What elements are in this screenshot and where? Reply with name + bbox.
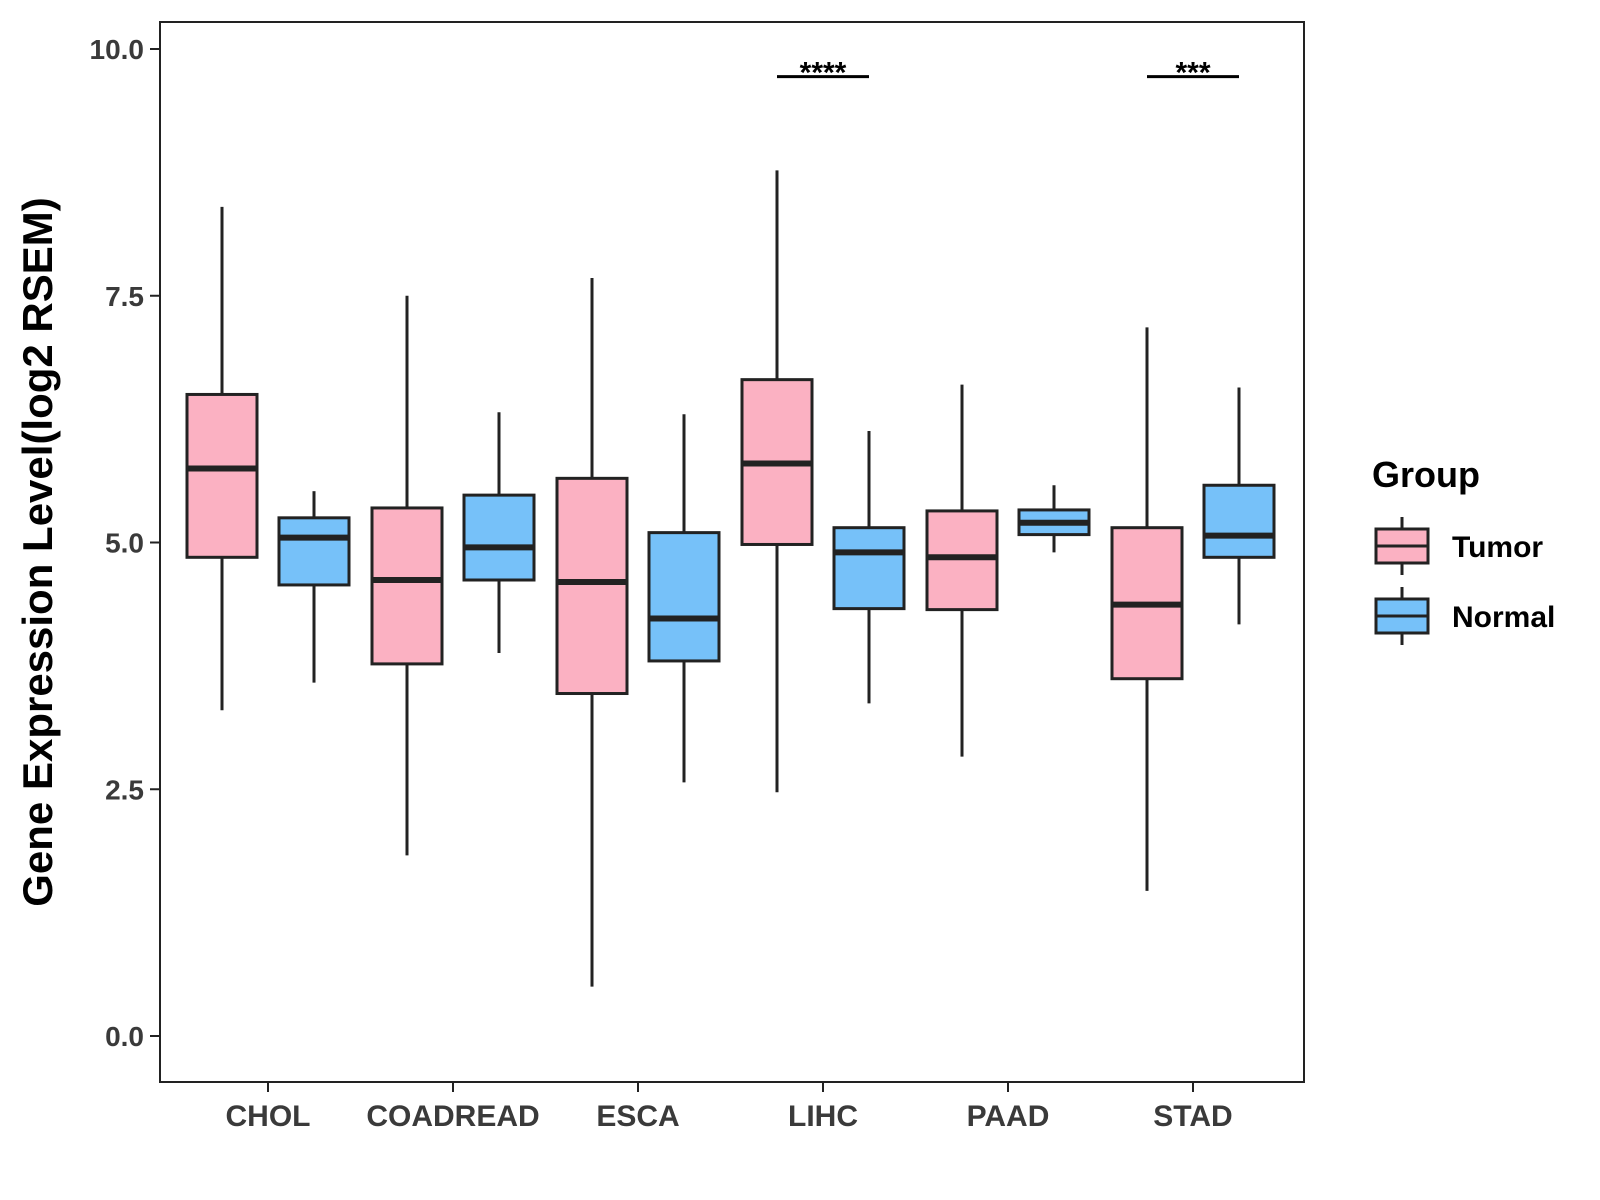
box-normal-esca <box>647 414 721 783</box>
significance-label: **** <box>800 57 847 90</box>
box-normal-chol <box>277 491 351 683</box>
significance-label: *** <box>1175 57 1210 90</box>
boxes-layer <box>185 170 1276 987</box>
box-tumor-stad <box>1110 327 1184 891</box>
y-axis: 0.0 2.5 5.0 7.5 10.0 <box>90 34 160 1052</box>
x-tick-label: CHOL <box>226 1100 311 1133</box>
box-body <box>647 531 721 663</box>
significance-lihc: **** <box>777 57 869 90</box>
box-body <box>185 392 259 559</box>
box-tumor-chol <box>185 206 259 711</box>
legend-item-tumor: Tumor <box>1374 517 1543 575</box>
y-axis-title: Gene Expression Level(log2 RSEM) <box>14 197 61 907</box>
box-tumor-lihc <box>740 170 814 793</box>
box-normal-stad <box>1202 387 1276 625</box>
legend-label: Normal <box>1452 601 1555 634</box>
box-normal-coadread <box>462 412 536 654</box>
box-normal-lihc <box>832 430 906 704</box>
legend-label: Tumor <box>1452 531 1543 564</box>
x-tick-label: PAAD <box>967 1100 1050 1133</box>
x-axis: CHOL COADREAD ESCA LIHC PAAD STAD <box>226 1082 1233 1133</box>
box-normal-paad <box>1017 485 1091 553</box>
y-tick-label: 7.5 <box>105 281 144 312</box>
box-tumor-paad <box>925 384 999 757</box>
y-tick-label: 5.0 <box>105 528 144 559</box>
legend: Group Tumor Normal <box>1372 454 1555 645</box>
x-tick-label: LIHC <box>788 1100 858 1133</box>
box-body <box>277 516 351 587</box>
box-body <box>370 506 444 666</box>
box-body <box>832 526 906 611</box>
x-tick-label: COADREAD <box>366 1100 539 1133</box>
x-tick-label: ESCA <box>596 1100 679 1133</box>
y-tick-label: 2.5 <box>105 774 144 805</box>
box-body <box>555 476 629 696</box>
significance-layer: **** *** <box>777 57 1239 90</box>
box-body <box>462 493 536 582</box>
box-body <box>1202 483 1276 559</box>
legend-title: Group <box>1372 454 1480 495</box>
y-tick-label: 10.0 <box>90 34 145 65</box>
box-tumor-coadread <box>370 295 444 856</box>
box-tumor-esca <box>555 277 629 987</box>
x-tick-label: STAD <box>1153 1100 1232 1133</box>
significance-stad: *** <box>1147 57 1239 90</box>
y-tick-label: 0.0 <box>105 1021 144 1052</box>
legend-item-normal: Normal <box>1374 587 1555 645</box>
